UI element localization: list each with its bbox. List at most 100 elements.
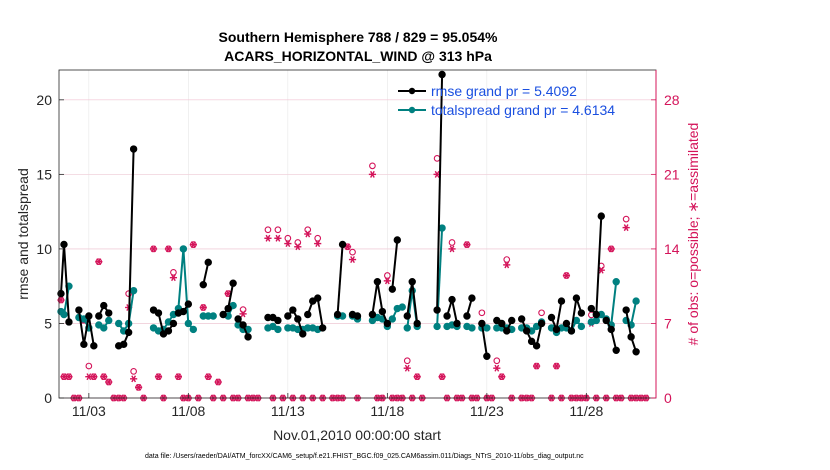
totalspread-point	[632, 297, 640, 305]
rmse-point	[627, 333, 635, 341]
rmse-point	[244, 333, 252, 341]
obs-assimilated-marker	[105, 378, 113, 386]
obs-assimilated-marker	[65, 373, 73, 381]
y-axis-label-right: # of obs: o=possible; ∗=assimilated	[685, 123, 701, 346]
obs-assimilated-stroke	[404, 364, 410, 372]
totalspread-point	[274, 325, 282, 334]
rmse-point	[463, 312, 471, 320]
obs-assimilated-stroke	[414, 373, 420, 381]
obs-assimilated-marker	[493, 364, 501, 372]
rmse-point	[587, 304, 596, 313]
obs-assimilated-stroke	[101, 373, 107, 381]
obs-assimilated-marker	[154, 373, 163, 381]
rmse-line	[391, 239, 399, 290]
y-right-tick-label: 21	[664, 166, 680, 182]
rmse-point	[607, 325, 615, 334]
legend-marker	[408, 87, 416, 95]
obs-assimilated-stroke	[190, 241, 196, 249]
obs-possible-marker	[478, 309, 486, 317]
obs-assimilated-marker	[164, 245, 173, 253]
totalspread-point	[209, 312, 217, 320]
obs-assimilated-stroke	[240, 310, 246, 318]
rmse-point	[478, 319, 486, 328]
obs-assimilated-marker	[294, 243, 302, 251]
rmse-point	[517, 315, 526, 323]
rmse-point	[154, 309, 163, 317]
y-left-tick-label: 5	[44, 315, 52, 331]
obs-assimilated-stroke	[370, 170, 375, 178]
rmse-point	[338, 240, 347, 249]
obs-assimilated-stroke	[295, 243, 301, 251]
y-left-tick-label: 20	[36, 92, 52, 108]
obs-possible-marker	[294, 239, 302, 246]
obs-assimilated-marker	[239, 310, 247, 318]
obs-assimilated-marker	[448, 245, 456, 253]
rmse-point	[289, 306, 297, 314]
obs-assimilated-stroke	[305, 230, 311, 238]
obs-possible-marker	[493, 357, 501, 365]
rmse-line	[436, 74, 444, 311]
obs-assimilated-marker	[368, 170, 377, 178]
obs-assimilated-stroke	[151, 245, 156, 253]
y-right-tick-label: 7	[664, 315, 672, 331]
obs-assimilated-stroke	[608, 245, 614, 253]
totalspread-point	[179, 245, 188, 253]
obs-assimilated-marker	[90, 373, 98, 381]
rmse-point	[124, 328, 133, 337]
obs-assimilated-marker	[533, 362, 541, 370]
rmse-line	[480, 323, 488, 357]
totalspread-point	[129, 286, 138, 295]
obs-assimilated-stroke	[275, 234, 281, 242]
rmse-point	[602, 316, 610, 325]
totalspread-line	[177, 248, 195, 331]
chart-title-line-1: Southern Hemisphere 788 / 829 = 95.054%	[219, 29, 499, 45]
obs-possible-marker	[503, 256, 511, 263]
obs-assimilated-marker	[463, 241, 471, 249]
rmse-point	[592, 310, 600, 319]
legend: rmse grand pr = 5.4092 totalspread grand …	[398, 83, 615, 118]
x-tick-label: 11/18	[370, 403, 404, 419]
totalspread-point	[388, 315, 397, 323]
rmse-point	[388, 285, 397, 293]
obs-assimilated-stroke	[156, 373, 161, 381]
rmse-point	[373, 278, 382, 286]
obs-assimilated-marker	[622, 224, 630, 232]
rmse-point	[547, 313, 556, 322]
rmse-point	[90, 342, 98, 350]
obs-assimilated-marker	[383, 277, 391, 285]
rmse-point	[299, 330, 307, 338]
obs-possible-marker	[284, 234, 292, 242]
obs-assimilated-marker	[498, 373, 506, 381]
rmse-point	[219, 310, 227, 319]
y-right-tick-label: 0	[664, 390, 672, 406]
rmse-point	[119, 340, 128, 349]
obs-assimilated-marker	[403, 364, 411, 372]
obs-assimilated-marker	[438, 373, 446, 381]
y-left-tick-label: 15	[36, 166, 52, 182]
obs-assimilated-marker	[214, 378, 222, 386]
rmse-point	[164, 327, 173, 335]
rmse-point	[537, 319, 546, 328]
obs-assimilated-stroke	[494, 364, 500, 372]
obs-assimilated-stroke	[265, 234, 271, 242]
obs-assimilated-marker	[314, 240, 322, 248]
obs-assimilated-marker	[204, 373, 212, 381]
obs-assimilated-marker	[274, 234, 282, 242]
rmse-line	[371, 281, 389, 324]
rmse-point	[577, 309, 586, 317]
data-layer	[57, 70, 650, 402]
x-axis-label: Nov.01,2010 00:00:00 start	[273, 427, 441, 443]
rmse-point	[318, 324, 327, 332]
x-tick-label: 11/28	[569, 403, 603, 419]
obs-assimilated-stroke	[225, 290, 231, 298]
obs-assimilated-marker	[562, 272, 571, 280]
rmse-point	[199, 280, 207, 289]
plot-area	[59, 70, 656, 398]
obs-assimilated-stroke	[439, 373, 445, 381]
obs-assimilated-marker	[149, 245, 158, 253]
obs-assimilated-stroke	[623, 224, 629, 232]
obs-possible-marker	[274, 226, 282, 234]
obs-possible-marker	[304, 226, 312, 234]
obs-assimilated-stroke	[285, 240, 291, 248]
obs-assimilated-marker	[57, 296, 65, 304]
